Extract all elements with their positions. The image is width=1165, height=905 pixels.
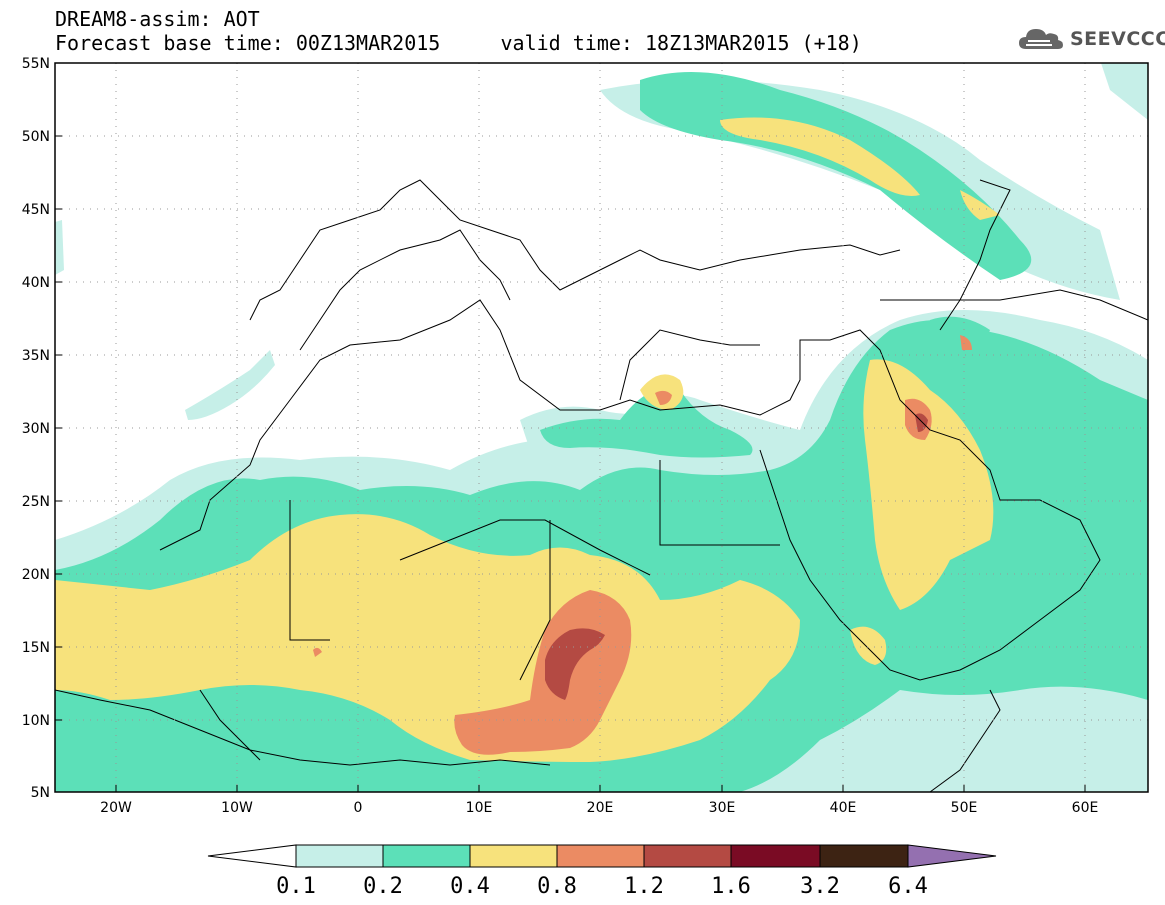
lon-tick-label: 20E [587,800,614,816]
lon-tick-label: 40E [830,800,857,816]
colorbar-label: 0.2 [363,874,403,899]
colorbar-label: 6.4 [888,874,928,899]
colorbar-label: 0.8 [537,874,577,899]
lat-tick-label: 20N [22,567,50,583]
colorbar-box [470,845,557,867]
colorbar-label: 0.4 [450,874,490,899]
lon-tick-label: 30E [709,800,736,816]
colorbar-box [731,845,820,867]
map-plot-area [55,60,1148,792]
lat-tick-label: 35N [22,348,50,364]
colorbar-label: 1.2 [624,874,664,899]
lon-tick-label: 0 [354,800,363,816]
colorbar-arrow-left [208,845,296,867]
lon-tick-label: 20W [100,800,132,816]
lon-tick-label: 50E [951,800,978,816]
lat-tick-label: 5N [31,785,50,801]
colorbar-label: 3.2 [800,874,840,899]
lon-tick-label: 10E [466,800,493,816]
colorbar-arrow-right [908,845,996,867]
lat-tick-label: 25N [22,494,50,510]
lat-tick-labels: 55N 50N 45N 40N 35N 30N 25N 20N 15N 10N … [22,56,50,801]
lat-tick-label: 55N [22,56,50,72]
lat-tick-label: 45N [22,202,50,218]
lon-tick-labels: 20W 10W 0 10E 20E 30E 40E 50E 60E [100,800,1098,816]
lat-tick-label: 40N [22,275,50,291]
colorbar-label: 1.6 [711,874,751,899]
lon-tick-label: 60E [1072,800,1099,816]
colorbar: 0.1 0.2 0.4 0.8 1.2 1.6 3.2 6.4 [208,845,996,899]
colorbar-box [557,845,644,867]
colorbar-box [296,845,383,867]
lat-tick-label: 50N [22,129,50,145]
lat-tick-label: 30N [22,421,50,437]
lat-tick-label: 10N [22,713,50,729]
lat-tick-label: 15N [22,640,50,656]
colorbar-label: 0.1 [276,874,316,899]
colorbar-box [644,845,731,867]
lon-tick-label: 10W [221,800,253,816]
colorbar-box [820,845,908,867]
colorbar-box [383,845,470,867]
